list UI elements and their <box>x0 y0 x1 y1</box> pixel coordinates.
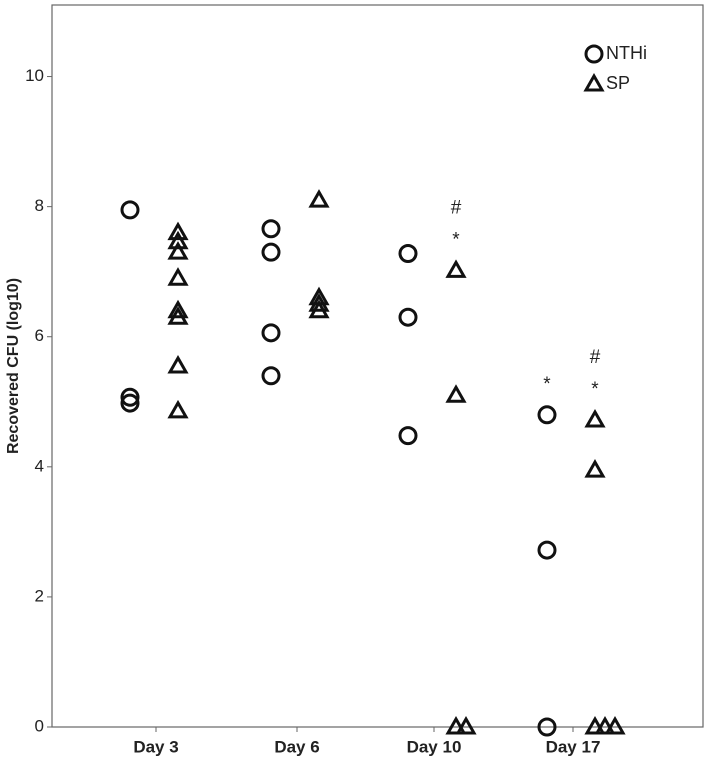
annotation: * <box>452 229 460 250</box>
data-point <box>120 393 140 413</box>
plot-area <box>51 4 704 728</box>
legend-marker <box>583 72 605 92</box>
y-axis-label: Recovered CFU (log10) <box>5 278 22 454</box>
x-tick-label: Day 17 <box>546 737 601 756</box>
data-point <box>167 267 189 286</box>
data-point <box>167 399 189 419</box>
data-point <box>167 354 189 374</box>
data-point <box>308 293 330 312</box>
data-point <box>261 242 281 262</box>
data-point <box>261 366 281 386</box>
data-point <box>584 408 606 428</box>
data-point <box>445 715 467 735</box>
y-tick-label: 8 <box>35 196 44 215</box>
data-point <box>398 307 418 327</box>
data-point <box>594 715 616 735</box>
data-point <box>120 200 140 220</box>
y-tick-label: 10 <box>25 66 44 85</box>
data-point <box>445 384 467 403</box>
annotation: * <box>591 379 599 400</box>
data-point <box>537 717 557 737</box>
data-point <box>167 306 189 325</box>
data-point <box>167 230 189 250</box>
y-tick-label: 2 <box>35 586 44 605</box>
data-point <box>584 715 606 735</box>
legend-label: SP <box>606 73 630 93</box>
x-tick-label: Day 10 <box>407 737 462 756</box>
data-point <box>120 387 140 407</box>
data-point <box>308 189 330 208</box>
data-point <box>537 540 557 560</box>
y-tick-label: 4 <box>35 456 44 475</box>
data-point <box>455 715 477 735</box>
data-point <box>537 405 557 425</box>
data-point <box>167 299 189 319</box>
legend-marker <box>584 44 604 64</box>
y-tick-label: 0 <box>35 716 44 735</box>
annotation: * <box>543 374 551 395</box>
data-point <box>398 426 418 446</box>
annotation: # <box>590 347 601 368</box>
annotation: # <box>451 197 462 218</box>
legend-label: NTHi <box>606 43 647 63</box>
data-point <box>167 241 189 260</box>
data-point <box>445 259 467 278</box>
x-tick-label: Day 3 <box>133 737 178 756</box>
data-point <box>604 715 626 735</box>
y-tick-label: 6 <box>35 326 44 345</box>
data-point <box>398 243 418 263</box>
data-point <box>167 221 189 241</box>
data-point <box>261 323 281 343</box>
data-point <box>584 459 606 478</box>
x-tick-label: Day 6 <box>274 737 319 756</box>
data-point <box>308 299 330 319</box>
data-point <box>261 219 281 239</box>
